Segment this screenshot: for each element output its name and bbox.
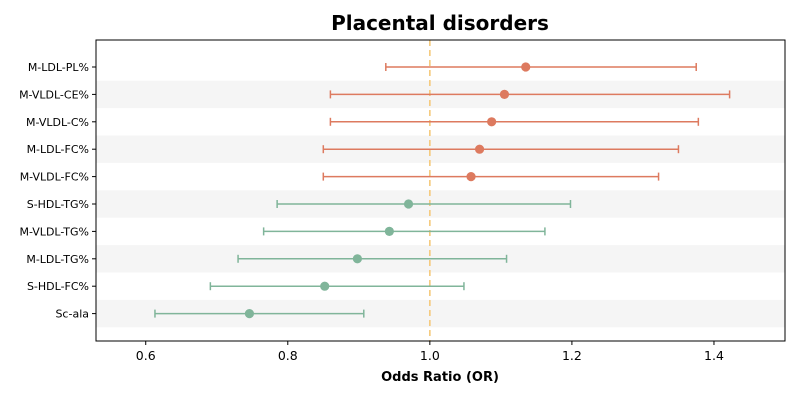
error-bar: [154, 309, 365, 318]
error-bar: [329, 90, 731, 99]
error-bar: [385, 63, 697, 71]
odds-ratio-point: [466, 172, 476, 182]
point-estimates: [244, 62, 531, 319]
odds-ratio-point: [320, 281, 330, 291]
error-bar: [322, 145, 680, 154]
error-bar: [262, 227, 546, 236]
x-tick-label: 1.4: [704, 348, 724, 363]
odds-ratio-point: [521, 62, 531, 72]
odds-ratio-point: [244, 309, 255, 319]
odds-ratio-point: [487, 117, 497, 127]
y-tick-label: S-HDL-FC%: [27, 280, 89, 293]
odds-ratio-point: [403, 199, 414, 209]
plot-frame: [95, 39, 786, 342]
y-tick-label: M-VLDL-CE%: [19, 88, 89, 101]
y-tick-label: Sc-ala: [55, 308, 89, 321]
x-tick-label: 1.0: [420, 348, 440, 363]
odds-ratio-point: [499, 89, 510, 99]
y-axis: M-LDL-PL% M-VLDL-CE% M-VLDL-C% M-LDL-FC% M-V…: [19, 61, 96, 321]
y-tick-label: M-LDL-FC%: [27, 143, 89, 156]
error-bar: [237, 254, 508, 263]
odds-ratio-point: [384, 226, 394, 236]
x-axis-label: Odds Ratio (OR): [381, 370, 499, 385]
y-tick-label: M-VLDL-TG%: [19, 225, 89, 238]
y-tick-label: M-VLDL-C%: [26, 116, 89, 129]
y-tick-label: M-LDL-PL%: [28, 61, 89, 74]
error-bar: [276, 200, 572, 208]
y-tick-label: S-HDL-TG%: [27, 198, 89, 211]
chart-title: Placental disorders: [331, 11, 549, 35]
x-tick-label: 0.6: [136, 348, 156, 363]
error-bar: [329, 117, 700, 126]
odds-ratio-point: [352, 254, 362, 264]
x-tick-label: 1.2: [562, 348, 582, 363]
x-axis: 0.6 0.8 1.0 1.2 1.4: [136, 341, 724, 363]
error-bars: [154, 63, 731, 318]
error-bar: [322, 172, 660, 181]
x-tick-label: 0.8: [278, 348, 298, 363]
error-bar: [209, 282, 465, 291]
odds-ratio-point: [474, 144, 485, 154]
y-tick-label: M-LDL-TG%: [26, 253, 89, 266]
y-tick-label: M-VLDL-FC%: [20, 171, 89, 184]
